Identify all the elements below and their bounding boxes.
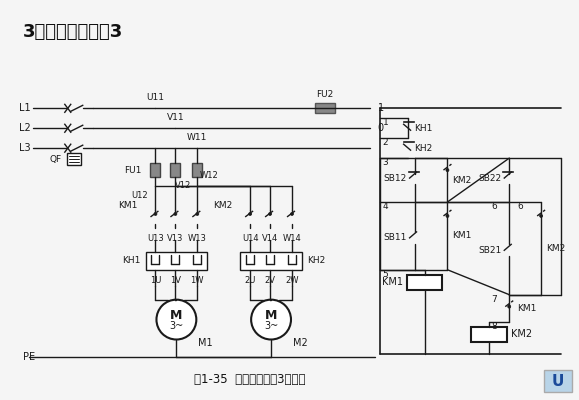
- Bar: [145, 252, 207, 270]
- Text: 1W: 1W: [190, 276, 204, 285]
- Text: U13: U13: [147, 234, 164, 243]
- Text: KH2: KH2: [415, 144, 433, 153]
- Text: FU1: FU1: [124, 166, 141, 175]
- Text: W14: W14: [283, 234, 301, 243]
- Text: KM1: KM1: [517, 304, 537, 313]
- Text: 3~: 3~: [169, 320, 184, 330]
- Text: 7: 7: [492, 295, 497, 304]
- Text: SB11: SB11: [383, 233, 406, 242]
- Text: 1V: 1V: [170, 276, 181, 285]
- Text: 2V: 2V: [265, 276, 276, 285]
- Text: 6: 6: [492, 202, 497, 211]
- Text: 3: 3: [383, 158, 389, 167]
- Text: M: M: [170, 309, 182, 322]
- Text: FU2: FU2: [316, 90, 334, 99]
- Text: U: U: [552, 374, 565, 389]
- Circle shape: [269, 212, 272, 216]
- Text: 3．顺序控制电路3: 3．顺序控制电路3: [23, 23, 123, 41]
- Bar: [406, 275, 442, 290]
- Text: SB12: SB12: [383, 174, 406, 182]
- Circle shape: [196, 212, 199, 216]
- Text: KM2: KM2: [511, 329, 532, 339]
- Bar: [315, 103, 335, 113]
- Text: 0: 0: [378, 123, 384, 133]
- Text: U11: U11: [146, 93, 164, 102]
- Text: W11: W11: [187, 133, 207, 142]
- Text: 1: 1: [383, 118, 389, 127]
- Bar: [67, 153, 80, 165]
- Text: L2: L2: [19, 123, 31, 133]
- Text: M: M: [265, 309, 277, 322]
- Text: KH2: KH2: [307, 256, 325, 265]
- Text: 2U: 2U: [244, 276, 256, 285]
- Text: M1: M1: [199, 338, 213, 348]
- Text: U14: U14: [242, 234, 258, 243]
- Circle shape: [174, 212, 177, 216]
- Bar: [192, 163, 202, 177]
- Text: W13: W13: [188, 234, 207, 243]
- Text: W12: W12: [199, 170, 218, 180]
- Text: PE: PE: [23, 352, 35, 362]
- Text: 6: 6: [517, 202, 523, 211]
- Text: M2: M2: [293, 338, 307, 348]
- Text: V14: V14: [262, 234, 278, 243]
- Text: KM2: KM2: [452, 176, 472, 184]
- Text: 1: 1: [378, 103, 384, 113]
- Text: U12: U12: [131, 190, 148, 200]
- Text: KH1: KH1: [415, 124, 433, 133]
- Text: 3~: 3~: [264, 320, 278, 330]
- Text: KM2: KM2: [546, 244, 565, 253]
- Text: 2: 2: [383, 138, 389, 147]
- Text: V11: V11: [167, 113, 184, 122]
- Text: 1U: 1U: [150, 276, 161, 285]
- Circle shape: [508, 305, 511, 308]
- Text: 图1-35  顺序控制电路3原理图: 图1-35 顺序控制电路3原理图: [195, 373, 306, 386]
- Circle shape: [251, 300, 291, 340]
- Circle shape: [446, 214, 449, 218]
- Text: KM2: KM2: [213, 202, 232, 210]
- Bar: [151, 163, 160, 177]
- Text: SB21: SB21: [478, 246, 501, 255]
- Bar: [240, 252, 302, 270]
- Circle shape: [446, 169, 449, 172]
- Text: QF: QF: [50, 155, 62, 164]
- Text: 4: 4: [383, 202, 389, 211]
- Text: 8: 8: [492, 322, 497, 330]
- Bar: [170, 163, 181, 177]
- Text: V12: V12: [175, 180, 192, 190]
- Circle shape: [154, 212, 157, 216]
- Text: KM1: KM1: [118, 202, 138, 210]
- Text: 5: 5: [383, 270, 389, 279]
- Text: L3: L3: [19, 143, 31, 153]
- Circle shape: [248, 212, 252, 216]
- Text: 2W: 2W: [285, 276, 299, 285]
- Text: KH1: KH1: [122, 256, 141, 265]
- Bar: [471, 326, 507, 342]
- Bar: [544, 370, 572, 392]
- Circle shape: [156, 300, 196, 340]
- Circle shape: [291, 212, 294, 216]
- Text: KM1: KM1: [382, 277, 402, 287]
- Circle shape: [540, 214, 543, 218]
- Text: KM1: KM1: [452, 231, 472, 240]
- Text: L1: L1: [19, 103, 31, 113]
- Text: SB22: SB22: [478, 174, 501, 182]
- Text: V13: V13: [167, 234, 184, 243]
